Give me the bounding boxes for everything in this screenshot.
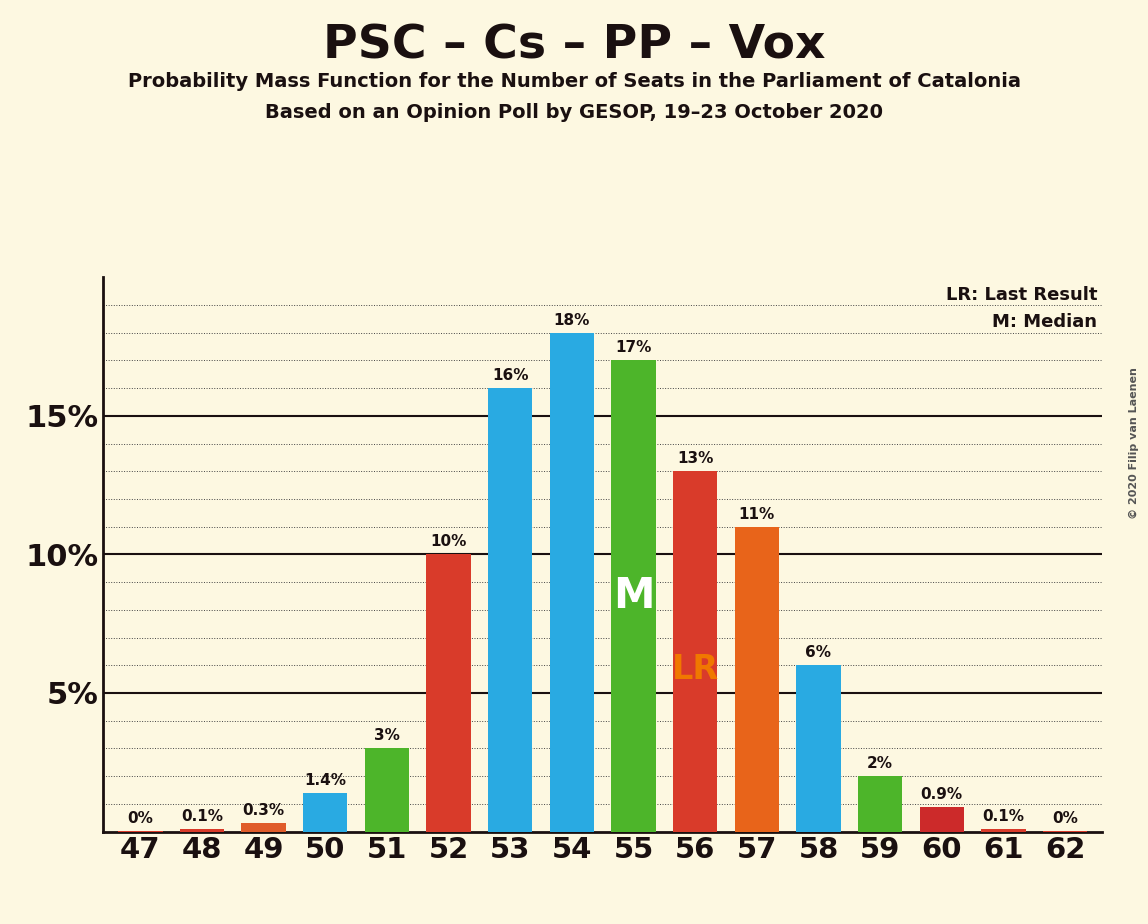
Text: 0.1%: 0.1% xyxy=(983,808,1024,824)
Bar xyxy=(982,829,1025,832)
Text: M: Median: M: Median xyxy=(992,313,1097,331)
Bar xyxy=(241,823,286,832)
Bar xyxy=(303,793,348,832)
Text: 6%: 6% xyxy=(806,645,831,661)
Text: © 2020 Filip van Laenen: © 2020 Filip van Laenen xyxy=(1128,368,1139,519)
Text: 13%: 13% xyxy=(677,451,713,467)
Text: 18%: 18% xyxy=(553,312,590,328)
Bar xyxy=(426,554,471,832)
Text: 16%: 16% xyxy=(492,368,528,383)
Text: PSC – Cs – PP – Vox: PSC – Cs – PP – Vox xyxy=(323,23,825,68)
Text: M: M xyxy=(613,575,654,617)
Text: LR: LR xyxy=(672,653,719,686)
Text: 3%: 3% xyxy=(374,728,400,744)
Text: 0.1%: 0.1% xyxy=(181,808,223,824)
Text: 0%: 0% xyxy=(127,811,153,826)
Bar xyxy=(180,829,224,832)
Bar xyxy=(858,776,902,832)
Bar xyxy=(797,665,840,832)
Text: 2%: 2% xyxy=(867,756,893,772)
Bar xyxy=(735,527,779,832)
Text: 0%: 0% xyxy=(1053,811,1078,826)
Bar xyxy=(920,807,964,832)
Bar xyxy=(550,333,594,832)
Text: 10%: 10% xyxy=(430,534,467,550)
Text: Based on an Opinion Poll by GESOP, 19–23 October 2020: Based on an Opinion Poll by GESOP, 19–23… xyxy=(265,103,883,123)
Text: 17%: 17% xyxy=(615,340,652,356)
Text: 1.4%: 1.4% xyxy=(304,772,347,788)
Text: LR: Last Result: LR: Last Result xyxy=(946,286,1097,303)
Text: Probability Mass Function for the Number of Seats in the Parliament of Catalonia: Probability Mass Function for the Number… xyxy=(127,72,1021,91)
Bar xyxy=(365,748,409,832)
Bar xyxy=(673,471,718,832)
Text: 11%: 11% xyxy=(738,506,775,522)
Text: 0.3%: 0.3% xyxy=(242,803,285,819)
Bar xyxy=(612,360,656,832)
Text: 0.9%: 0.9% xyxy=(921,786,963,802)
Bar xyxy=(488,388,533,832)
